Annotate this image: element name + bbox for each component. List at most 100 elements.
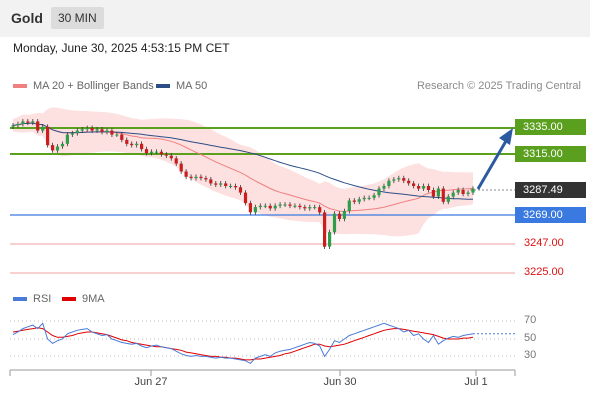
- candle: [337, 213, 342, 219]
- candle: [332, 213, 337, 233]
- candle: [204, 178, 208, 180]
- candle: [362, 197, 366, 200]
- candle: [179, 163, 183, 172]
- candle: [70, 133, 74, 135]
- legend-bollinger-label: MA 20 + Bollinger Bands: [33, 80, 154, 92]
- candle: [90, 128, 94, 131]
- legend-ma50: MA 50: [156, 80, 207, 92]
- candle: [219, 183, 223, 185]
- candle: [313, 207, 317, 209]
- candle: [144, 149, 149, 154]
- candle: [466, 192, 470, 194]
- candles-group: [11, 119, 475, 250]
- candle: [125, 139, 129, 144]
- candle: [234, 186, 238, 188]
- candle: [367, 197, 371, 199]
- candle: [258, 205, 262, 208]
- chart-datetime: Monday, June 30, 2025 4:53:15 PM CET: [13, 41, 230, 55]
- candle: [357, 199, 361, 202]
- candle: [140, 143, 144, 150]
- legend-rsi-label: RSI: [33, 293, 52, 305]
- candle: [397, 178, 401, 180]
- candle: [55, 146, 60, 151]
- level-label-3225: 3225.00: [524, 266, 564, 278]
- candle: [293, 205, 297, 207]
- candle: [184, 171, 188, 177]
- candle: [273, 205, 277, 209]
- price-tag-3269: 3269.00: [515, 207, 586, 223]
- candle: [268, 205, 272, 209]
- 9ma-swatch-icon: [62, 297, 76, 301]
- rsi-line: [12, 322, 474, 365]
- forecast-arrow-icon: [476, 140, 508, 190]
- candle: [229, 186, 233, 187]
- candle: [352, 200, 356, 202]
- candle: [441, 188, 445, 202]
- candle: [288, 204, 292, 206]
- candle: [238, 187, 243, 193]
- candle: [36, 121, 40, 131]
- candle: [426, 186, 431, 190]
- candle: [421, 186, 426, 189]
- candle: [214, 183, 218, 185]
- candle: [164, 154, 168, 156]
- x-label-jun30: Jun 30: [323, 376, 357, 388]
- candle: [323, 212, 327, 247]
- candle: [387, 180, 391, 186]
- candle: [110, 130, 114, 135]
- legend-rsi: RSI: [13, 293, 51, 305]
- candle: [105, 130, 109, 132]
- candle: [75, 130, 79, 134]
- candle: [318, 207, 322, 213]
- candle: [120, 134, 124, 140]
- candle: [115, 134, 119, 136]
- candle: [248, 203, 252, 213]
- candle: [130, 143, 134, 146]
- rsi-lines: [12, 322, 515, 365]
- price-tag-last: 3287.49: [515, 182, 586, 198]
- candle: [194, 176, 198, 179]
- candle: [189, 176, 193, 179]
- candle: [283, 204, 287, 206]
- legend-9ma: 9MA: [62, 293, 105, 305]
- candle: [85, 128, 89, 130]
- candle: [446, 196, 450, 202]
- bollinger-band-area: [13, 107, 473, 237]
- candle: [436, 188, 440, 197]
- forecast-arrowhead-icon: [499, 128, 513, 145]
- candle: [342, 211, 346, 219]
- candle: [65, 134, 69, 144]
- candle: [471, 188, 475, 193]
- rsi-9ma-line: [12, 327, 474, 361]
- candle: [347, 200, 351, 211]
- rsi-label-70: 70: [524, 314, 537, 326]
- candle: [461, 190, 465, 194]
- candle: [278, 204, 282, 206]
- candle: [31, 121, 35, 123]
- candle: [253, 207, 257, 213]
- candle: [328, 232, 332, 247]
- x-label-jul1: Jul 1: [464, 376, 488, 388]
- candle: [372, 195, 376, 198]
- candle: [431, 190, 435, 197]
- candle: [407, 180, 411, 184]
- candle: [95, 129, 99, 131]
- ma50-line: [12, 122, 473, 200]
- rsi-label-50: 50: [524, 332, 537, 344]
- candle: [303, 207, 307, 209]
- x-label-jun27: Jun 27: [134, 376, 168, 388]
- candle: [46, 126, 50, 146]
- candle: [174, 158, 178, 164]
- candle: [51, 145, 55, 151]
- legend-bollinger: MA 20 + Bollinger Bands: [13, 80, 154, 92]
- candle: [41, 126, 45, 131]
- legend-9ma-label: 9MA: [82, 293, 105, 305]
- timeframe-badge[interactable]: 30 MIN: [51, 7, 104, 29]
- rsi-label-30: 30: [524, 349, 537, 361]
- moving-average-lines: [12, 122, 474, 213]
- candle: [135, 143, 139, 146]
- candle: [417, 186, 421, 189]
- candle: [159, 151, 163, 155]
- bollinger-swatch-icon: [13, 84, 27, 88]
- candle: [392, 179, 396, 181]
